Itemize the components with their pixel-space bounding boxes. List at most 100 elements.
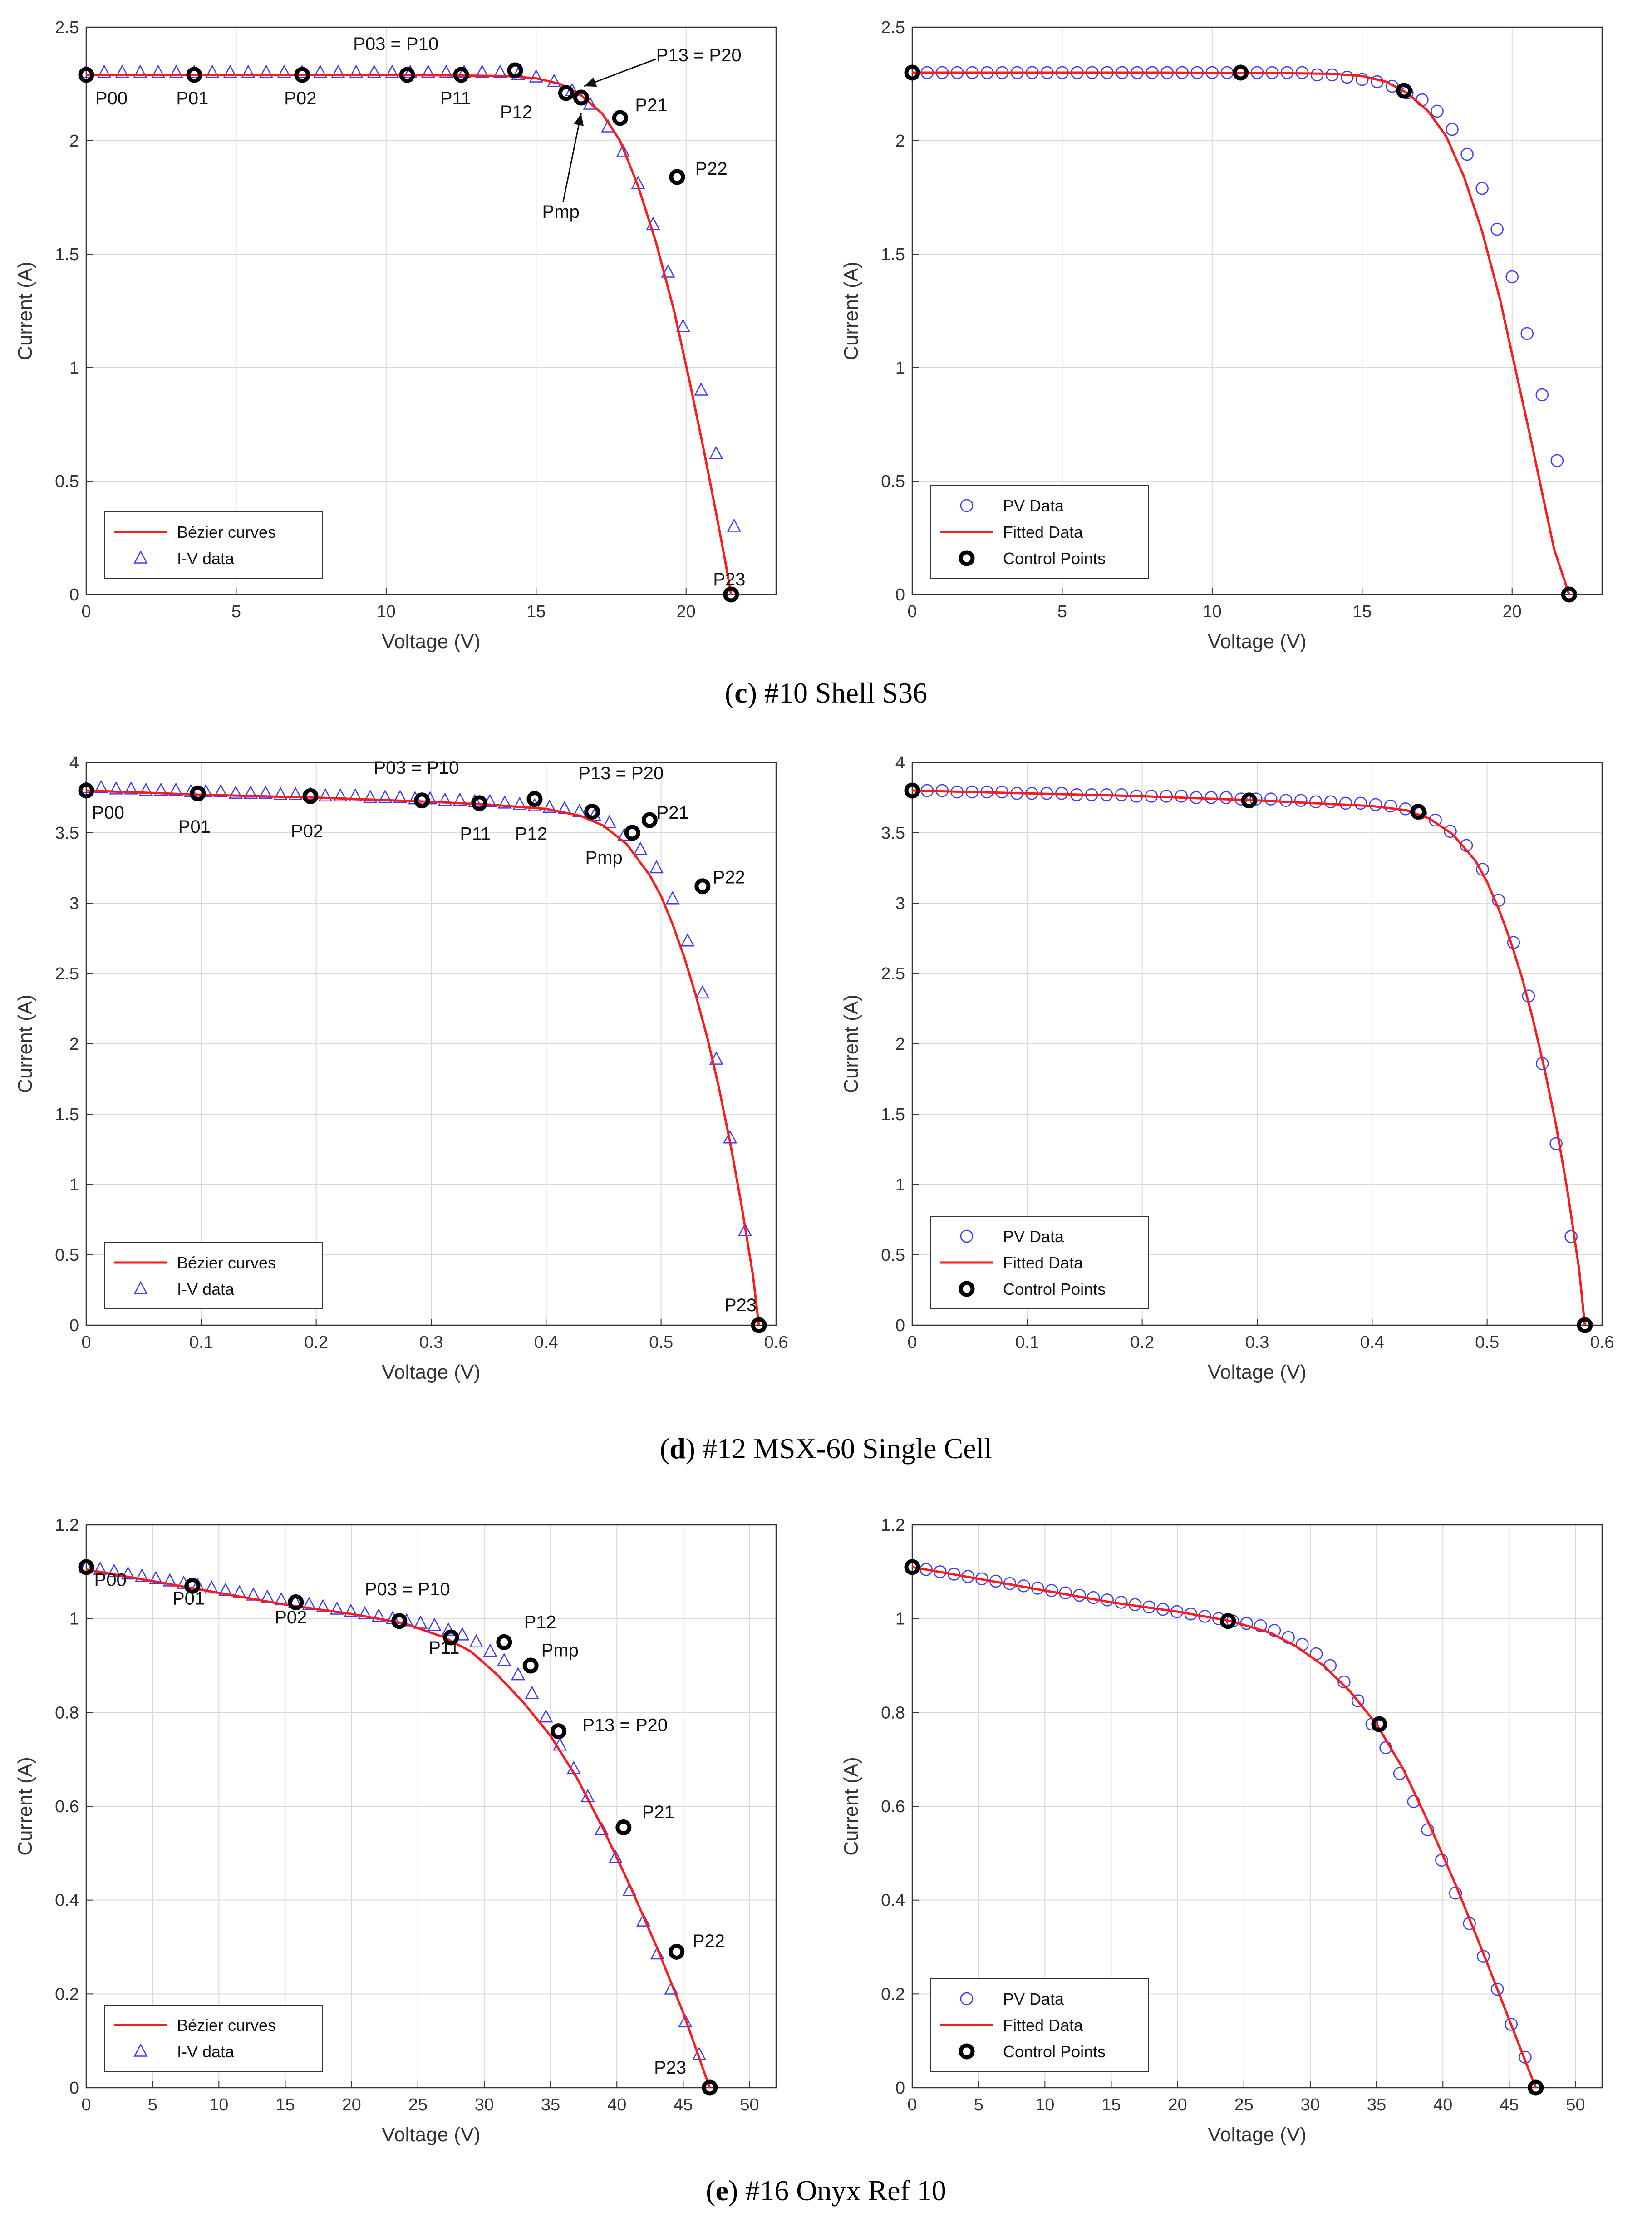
y-tick-label: 0.5 xyxy=(881,472,905,491)
y-tick-label: 1.5 xyxy=(881,1105,905,1124)
point-label: P22 xyxy=(695,159,728,179)
control-point xyxy=(294,67,310,83)
control-point xyxy=(624,825,640,841)
data-marker xyxy=(151,64,166,78)
data-marker xyxy=(616,144,630,157)
y-tick-label: 0.6 xyxy=(55,1797,79,1816)
point-label: P01 xyxy=(172,1589,205,1609)
x-tick-label: 0.1 xyxy=(189,1333,213,1352)
data-marker xyxy=(302,1596,316,1610)
point-label: P22 xyxy=(693,1931,725,1951)
data-marker xyxy=(228,785,243,799)
point-label: P03 = P10 xyxy=(365,1579,450,1599)
annotation-arrow xyxy=(562,113,582,202)
y-tick-label: 2.5 xyxy=(881,18,905,37)
legend-swatch-circle xyxy=(960,1992,974,2006)
plot-border xyxy=(911,26,1603,595)
legend-box xyxy=(104,1242,323,1309)
legend-label: Control Points xyxy=(1003,549,1106,568)
data-marker xyxy=(363,789,378,803)
x-axis-label: Voltage (V) xyxy=(1208,2124,1307,2146)
x-tick-label: 5 xyxy=(974,2095,983,2114)
data-marker xyxy=(661,264,675,278)
control-point xyxy=(904,1559,920,1575)
y-tick-label: 2.5 xyxy=(55,964,79,983)
y-tick-label: 0 xyxy=(69,585,79,605)
data-marker xyxy=(1446,123,1459,136)
y-tick-label: 2 xyxy=(895,1035,905,1054)
data-marker xyxy=(1337,1675,1351,1689)
data-marker xyxy=(665,891,680,905)
data-marker xyxy=(595,1821,609,1835)
legend-swatch-control xyxy=(959,550,975,566)
arrow-head xyxy=(584,77,597,87)
y-tick-label: 2 xyxy=(69,1035,79,1054)
data-marker xyxy=(204,1580,219,1594)
y-tick-label: 0 xyxy=(895,2079,905,2098)
data-marker xyxy=(367,64,382,78)
y-tick-label: 3.5 xyxy=(55,824,79,843)
data-marker xyxy=(1550,454,1564,467)
data-marker xyxy=(1294,794,1308,807)
chart-e-left: 0 5 10 15 20 25 30 35 40 45 50 0 0.2 0.4 0.6 0.8 1 1.2 Vol… xyxy=(9,1507,817,2169)
x-tick-label: 0.6 xyxy=(1590,1333,1614,1352)
data-marker xyxy=(695,985,710,999)
x-tick-label: 0.1 xyxy=(1015,1333,1039,1352)
y-tick-label: 1 xyxy=(69,1610,79,1629)
data-marker xyxy=(1351,1694,1365,1707)
y-tick-label: 4 xyxy=(895,753,905,772)
plot-border xyxy=(911,1524,1603,2089)
data-marker xyxy=(1564,1230,1578,1243)
point-label: P23 xyxy=(654,2058,686,2078)
data-marker xyxy=(154,782,168,796)
control-point xyxy=(558,85,574,101)
legend-swatch-control xyxy=(959,2043,975,2060)
data-marker xyxy=(1268,1624,1281,1637)
data-marker xyxy=(469,1634,483,1648)
y-tick-label: 0.5 xyxy=(55,1246,79,1265)
x-tick-label: 15 xyxy=(1352,602,1372,621)
y-tick-label: 0 xyxy=(69,2079,79,2098)
control-point xyxy=(1241,792,1257,809)
y-tick-label: 1.5 xyxy=(55,1105,79,1124)
x-tick-label: 25 xyxy=(1234,2095,1254,2114)
data-marker xyxy=(1421,1823,1434,1836)
data-marker xyxy=(441,1622,456,1636)
y-tick-label: 1 xyxy=(69,359,79,378)
control-point xyxy=(723,586,739,603)
point-label: P22 xyxy=(713,868,745,888)
control-point xyxy=(612,110,628,126)
control-point xyxy=(669,1943,685,1960)
control-point xyxy=(190,785,206,801)
x-tick-label: 15 xyxy=(1101,2095,1121,2114)
data-marker xyxy=(169,64,183,78)
data-marker xyxy=(1429,813,1442,827)
legend-label: PV Data xyxy=(1003,497,1064,515)
data-marker xyxy=(497,795,512,809)
x-tick-label: 50 xyxy=(740,2095,759,2114)
point-label: P12 xyxy=(500,102,532,122)
caption-e: (e) #16 Onyx Ref 10 xyxy=(706,2174,946,2207)
data-marker xyxy=(344,1603,358,1617)
plot-border xyxy=(85,762,777,1326)
x-tick-label: 0.4 xyxy=(1360,1333,1384,1352)
legend-swatch-control xyxy=(959,1281,975,1297)
x-tick-label: 10 xyxy=(377,602,396,621)
point-label: P03 = P10 xyxy=(353,34,438,54)
control-point xyxy=(751,1317,767,1333)
data-marker xyxy=(1264,792,1278,806)
data-marker xyxy=(709,446,723,459)
x-axis-label: Voltage (V) xyxy=(1208,1361,1307,1383)
x-tick-label: 20 xyxy=(1168,2095,1187,2114)
data-marker xyxy=(1444,825,1457,838)
x-tick-label: 5 xyxy=(1057,602,1067,621)
data-marker xyxy=(273,787,288,801)
x-axis-label: Voltage (V) xyxy=(382,630,481,653)
x-tick-label: 30 xyxy=(475,2095,494,2114)
x-tick-label: 0.6 xyxy=(764,1333,788,1352)
d-right-svg: 0 0.1 0.2 0.3 0.4 0.5 0.6 0 0.5 1 1.5 2 2.5 3 3.5 4 Volt… xyxy=(840,753,1614,1383)
point-label: P00 xyxy=(94,1570,127,1590)
y-axis-label: Current (A) xyxy=(14,994,36,1093)
control-point xyxy=(669,169,685,185)
data-marker xyxy=(511,1666,526,1681)
